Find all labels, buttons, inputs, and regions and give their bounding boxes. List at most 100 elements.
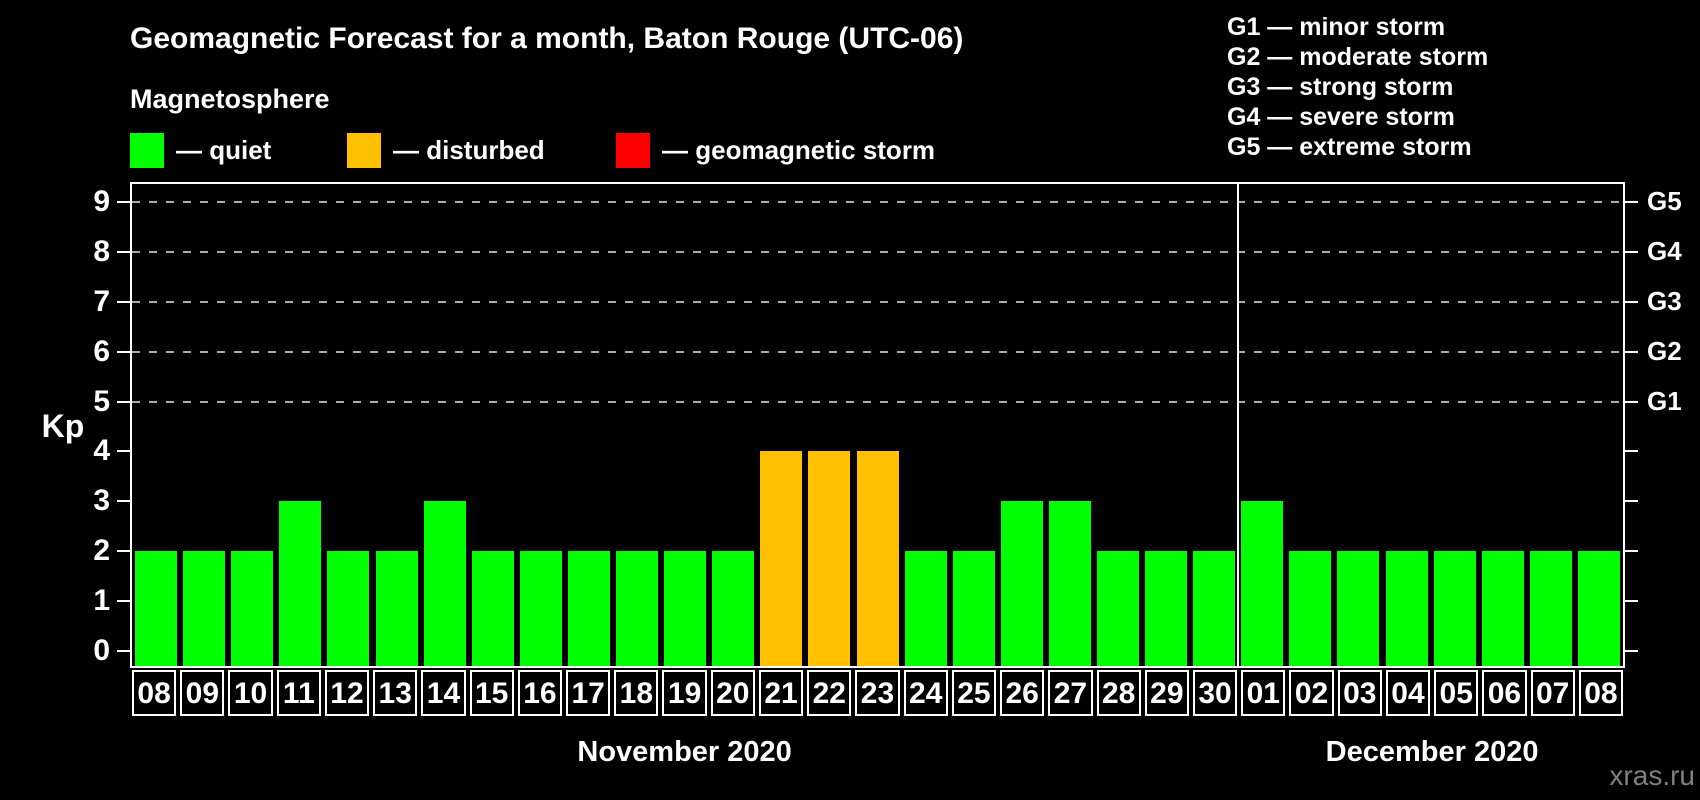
y-tick-label: 1	[93, 584, 110, 618]
date-cell: 04	[1385, 670, 1431, 716]
y-tick-label: 4	[93, 434, 110, 468]
y-axis-tick	[117, 200, 130, 203]
kp-bar	[1289, 551, 1332, 666]
right-axis-tick	[1625, 500, 1638, 503]
y-axis-tick	[117, 550, 130, 553]
g-scale-label: G1	[1647, 385, 1682, 416]
date-cell: 28	[1096, 670, 1141, 716]
date-cell: 20	[710, 670, 755, 716]
kp-bar	[1145, 551, 1188, 666]
right-axis-tick	[1625, 350, 1638, 353]
y-axis-tick	[117, 400, 130, 403]
kp-axis-title: Kp	[41, 408, 85, 444]
date-cell: 18	[614, 670, 659, 716]
date-cell: 11	[276, 670, 321, 716]
date-cell: 09	[180, 670, 225, 716]
kp-bar	[279, 501, 322, 666]
y-tick-label: 9	[93, 184, 110, 218]
page-title: Geomagnetic Forecast for a month, Baton …	[130, 22, 964, 55]
kp-bar	[327, 551, 370, 666]
right-axis-tick	[1625, 450, 1638, 453]
right-axis-tick	[1625, 300, 1638, 303]
kp-bar	[423, 501, 466, 666]
month-label: December 2020	[1325, 736, 1539, 768]
gridline-kp8	[132, 250, 1623, 253]
gridline-kp6	[132, 350, 1623, 353]
g-scale-label: G4	[1647, 235, 1682, 266]
kp-bar	[1529, 551, 1572, 666]
kp-bar	[375, 551, 418, 666]
right-axis-tick	[1625, 650, 1638, 652]
right-axis-tick	[1625, 550, 1638, 553]
y-axis-tick	[117, 500, 130, 503]
date-cell: 17	[566, 670, 611, 716]
kp-bar	[519, 551, 562, 666]
y-tick-label: 0	[93, 634, 110, 667]
date-cell: 14	[421, 670, 466, 716]
g-scale-legend: G1 — minor storm G2 — moderate storm G3 …	[1227, 12, 1488, 162]
date-cell: 15	[469, 670, 514, 716]
date-cell: 23	[855, 670, 900, 716]
y-tick-label: 7	[93, 284, 110, 318]
date-cell: 21	[758, 670, 804, 716]
y-axis-tick	[117, 450, 130, 453]
g3-legend-line: G3 — strong storm	[1227, 73, 1454, 101]
y-axis-tick	[117, 600, 130, 603]
right-axis-tick	[1625, 250, 1638, 253]
date-cell: 08	[132, 670, 177, 716]
kp-bar	[808, 451, 851, 666]
legend-item-disturbed: — disturbed	[347, 133, 545, 168]
kp-bar	[1000, 501, 1043, 666]
date-cell: 30	[1192, 670, 1238, 716]
y-tick-label: 5	[93, 384, 110, 418]
kp-bar	[1096, 551, 1139, 666]
kp-bar	[760, 451, 803, 666]
date-cell: 06	[1482, 670, 1527, 716]
date-cell: 29	[1144, 670, 1189, 716]
date-cell: 12	[324, 670, 370, 716]
legend-item-storm: — geomagnetic storm	[616, 133, 935, 168]
date-cell: 10	[228, 670, 273, 716]
y-axis-tick	[117, 650, 130, 652]
gridline-kp5	[132, 400, 1623, 403]
gridline-kp9	[132, 200, 1623, 203]
kp-bar	[1048, 501, 1091, 666]
y-tick-label: 8	[93, 234, 110, 268]
kp-bar	[231, 551, 274, 666]
kp-bar	[567, 551, 610, 666]
storm-color-swatch	[616, 133, 650, 168]
date-cell: 25	[951, 670, 997, 716]
kp-bar	[1241, 501, 1284, 666]
date-cell: 27	[1048, 670, 1093, 716]
date-cell: 07	[1530, 670, 1575, 716]
date-cell: 08	[1578, 670, 1623, 716]
kp-bar	[1433, 551, 1476, 666]
kp-bar	[952, 551, 995, 666]
kp-bar	[1337, 551, 1380, 666]
month-label: November 2020	[577, 736, 792, 768]
watermark: xras.ru	[1609, 760, 1695, 791]
g-scale-label: G3	[1647, 285, 1682, 316]
storm-legend-label: — geomagnetic storm	[662, 135, 936, 165]
legend-item-quiet: — quiet	[130, 133, 271, 168]
kp-bar	[1481, 551, 1524, 666]
quiet-legend-label: — quiet	[176, 135, 272, 165]
g5-legend-line: G5 — extreme storm	[1227, 133, 1472, 161]
g2-legend-line: G2 — moderate storm	[1227, 43, 1489, 71]
g1-legend-line: G1 — minor storm	[1227, 13, 1446, 41]
magnetosphere-label: Magnetosphere	[130, 84, 330, 114]
right-axis-tick	[1625, 600, 1638, 603]
date-cell: 05	[1434, 670, 1479, 716]
g-scale-label: G2	[1647, 335, 1682, 366]
g-scale-label: G5	[1647, 185, 1682, 216]
kp-bar	[616, 551, 659, 666]
kp-bar	[856, 451, 899, 666]
date-cell: 03	[1337, 670, 1382, 716]
date-cell: 02	[1289, 670, 1334, 716]
y-axis-tick	[117, 300, 130, 303]
right-axis-tick	[1625, 400, 1638, 403]
kp-bar	[183, 551, 226, 666]
kp-bar-chart-plot	[130, 182, 1625, 668]
y-axis-tick	[117, 350, 130, 353]
